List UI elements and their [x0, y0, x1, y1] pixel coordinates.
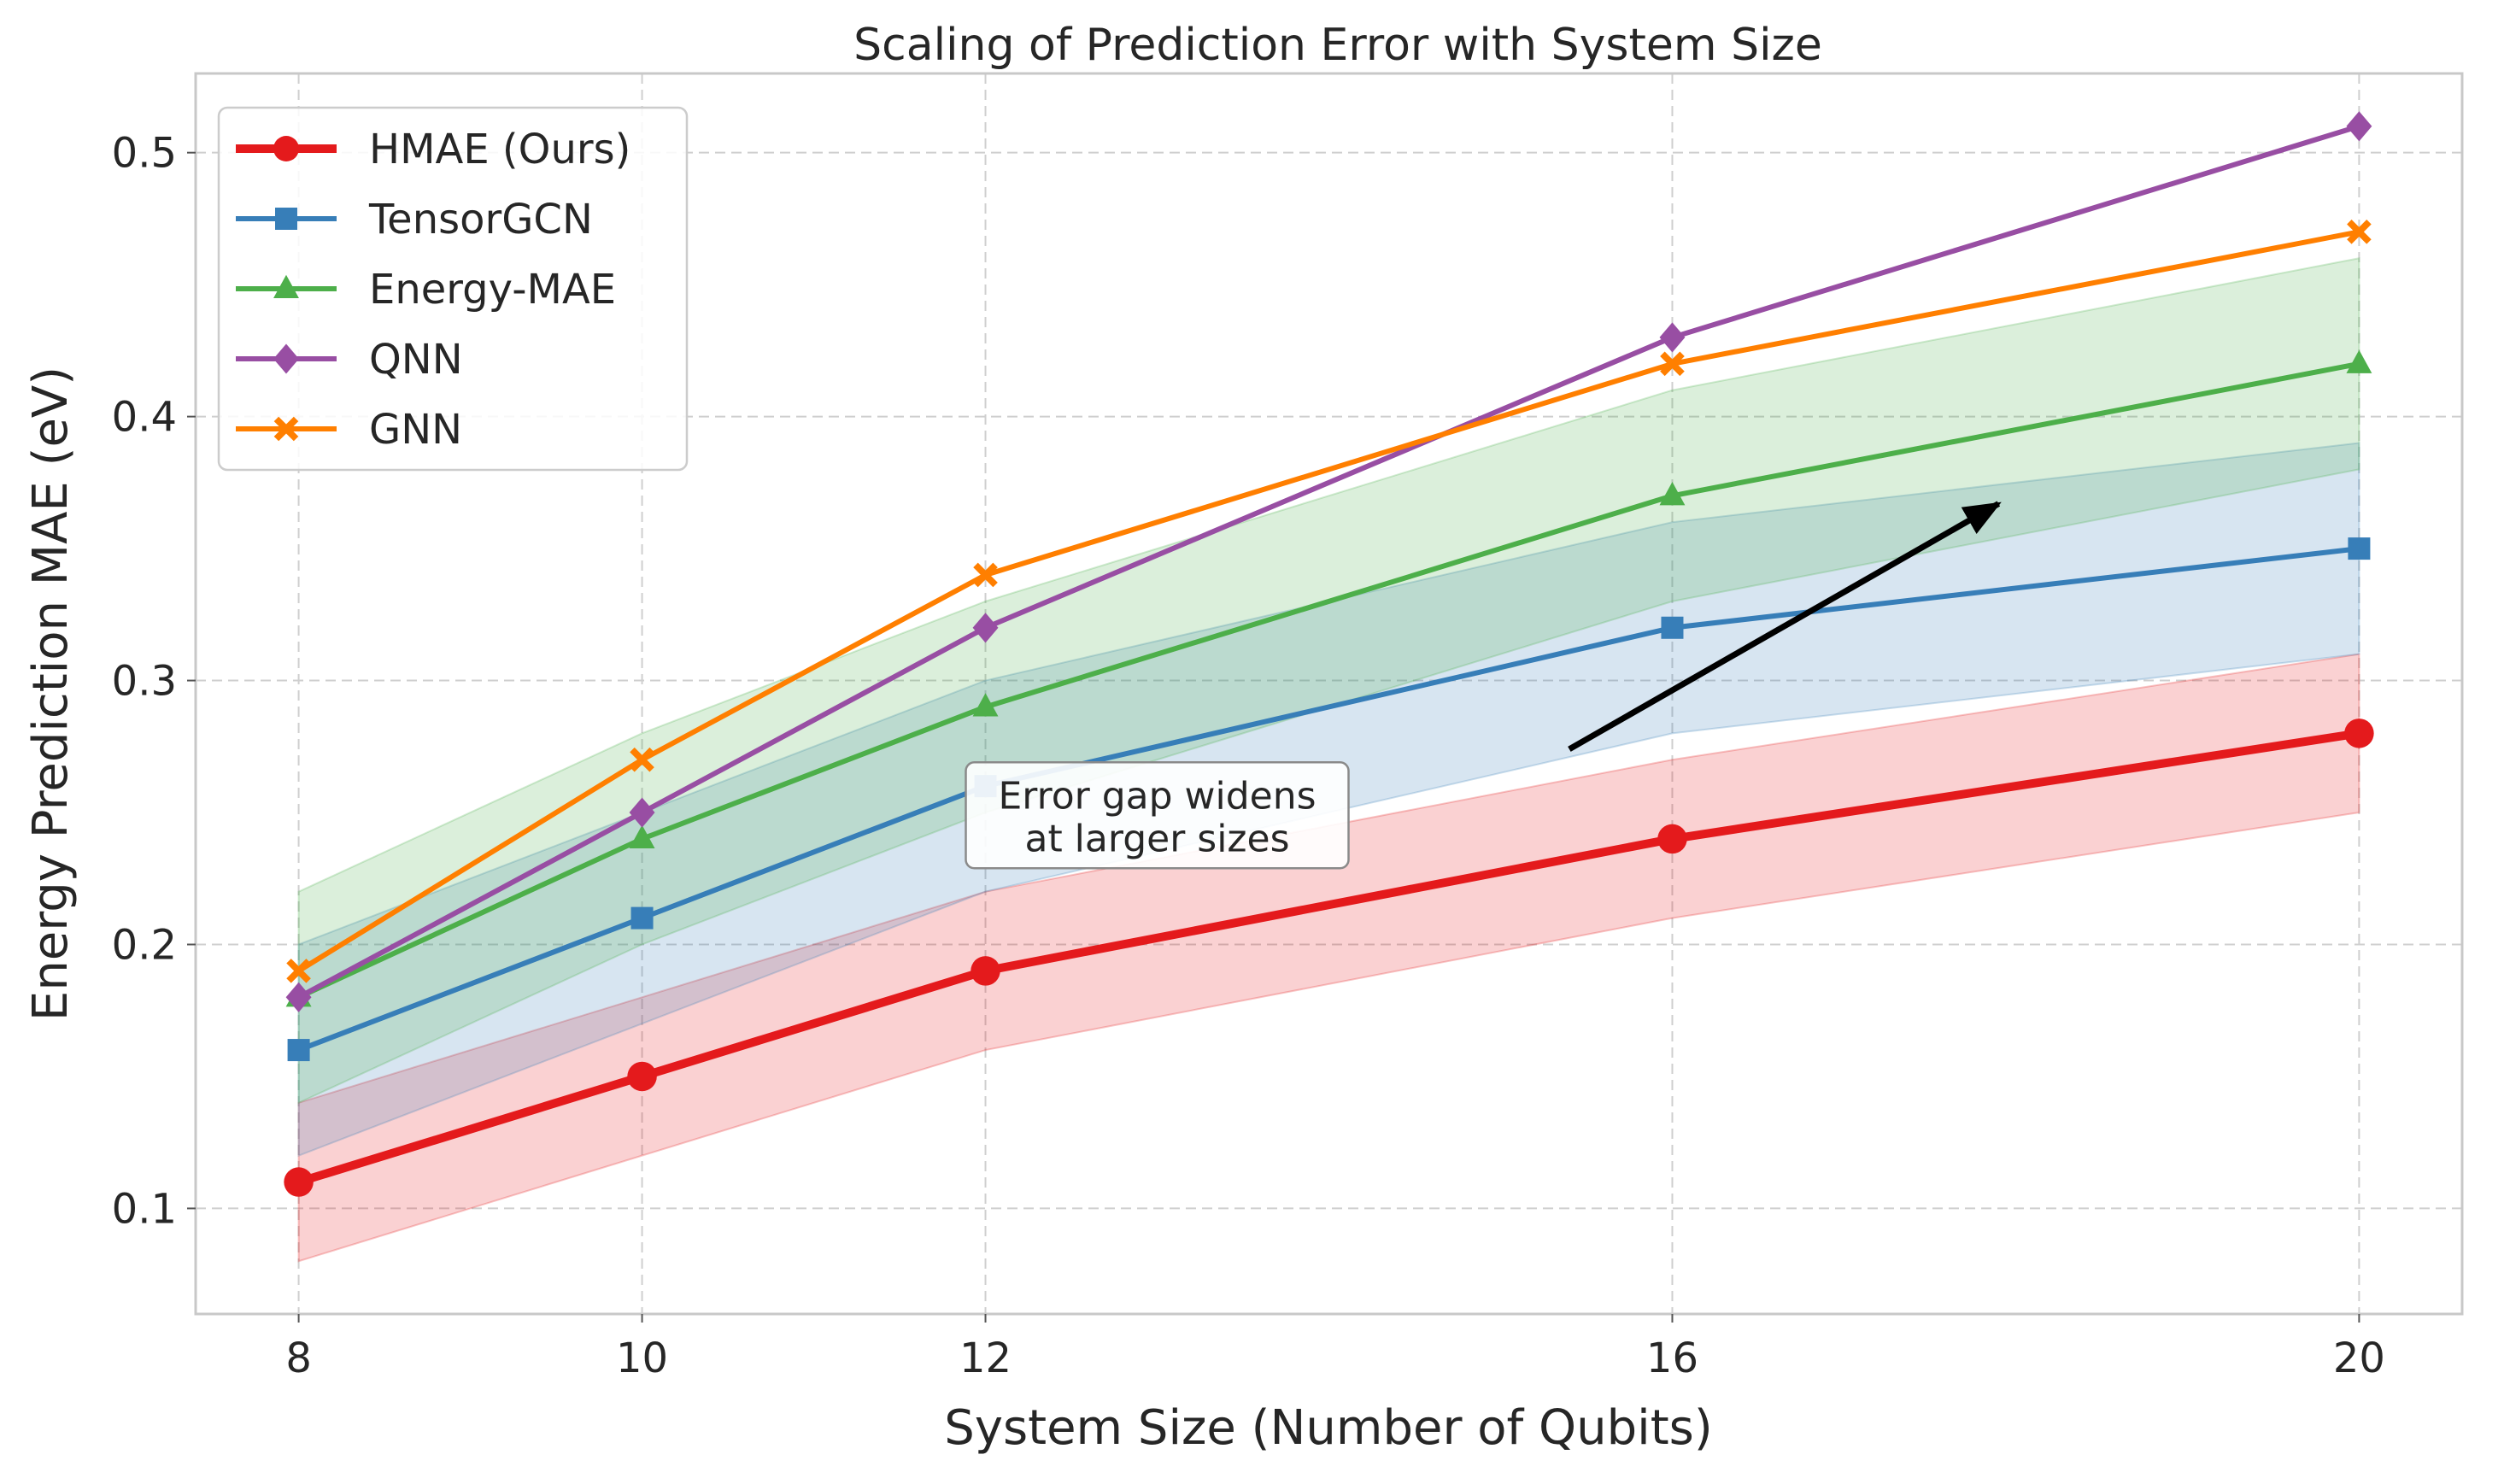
- x-tick-label: 16: [1646, 1334, 1698, 1382]
- legend-marker-gnn: [273, 416, 299, 442]
- y-tick-label: 0.5: [112, 130, 177, 178]
- band-hmae-ours: [297, 653, 2360, 1263]
- annotation-arrow: [1568, 501, 2002, 752]
- legend-marker-energy-mae: [273, 274, 299, 299]
- data-point-qnn: [972, 613, 999, 643]
- y-tick-label: 0.4: [112, 394, 177, 442]
- annotation-text: Error gap widens: [998, 774, 1316, 818]
- y-axis-label: Energy Prediction MAE (eV): [23, 367, 79, 1021]
- legend-marker-qnn: [273, 343, 299, 374]
- x-tick-label: 10: [616, 1334, 668, 1382]
- data-point-hmae-ours: [2344, 719, 2374, 748]
- data-point-energy-mae: [972, 693, 999, 717]
- data-point-tensorgcn: [2348, 537, 2371, 560]
- legend-label-tensorgcn: TensorGCN: [368, 196, 593, 243]
- y-tick-label: 0.3: [112, 658, 177, 706]
- data-point-hmae-ours: [284, 1167, 314, 1197]
- legend-label-hmae-ours: HMAE (Ours): [369, 126, 630, 173]
- legend-label-energy-mae: Energy-MAE: [369, 266, 616, 314]
- data-point-gnn: [973, 562, 998, 588]
- x-tick-label: 8: [285, 1334, 312, 1382]
- data-point-hmae-ours: [971, 956, 1000, 986]
- data-point-qnn: [285, 982, 312, 1012]
- data-point-qnn: [1659, 322, 1686, 353]
- legend-marker-tensorgcn: [275, 208, 297, 230]
- legend-box: [217, 106, 689, 472]
- line-layer: [284, 111, 2374, 1197]
- y-tick-label: 0.1: [112, 1185, 177, 1233]
- y-tick-label: 0.2: [112, 921, 177, 969]
- data-point-energy-mae: [1659, 482, 1686, 506]
- legend-label-gnn: GNN: [369, 406, 462, 454]
- x-tick-label: 12: [959, 1334, 1012, 1382]
- data-point-hmae-ours: [1657, 824, 1687, 854]
- data-point-qnn: [2346, 111, 2372, 142]
- data-point-tensorgcn: [287, 1039, 310, 1062]
- plot-frame: [194, 72, 2464, 1316]
- data-point-hmae-ours: [627, 1061, 657, 1092]
- x-tick-label: 20: [2333, 1334, 2385, 1382]
- data-point-tensorgcn: [630, 906, 654, 930]
- data-point-gnn: [1660, 351, 1685, 377]
- annotation-text: at larger sizes: [1024, 817, 1289, 860]
- legend-label-qnn: QNN: [369, 336, 463, 384]
- data-point-gnn: [286, 959, 311, 983]
- legend-marker-hmae-ours: [273, 136, 299, 161]
- data-point-tensorgcn: [1661, 616, 1684, 639]
- legend: HMAE (Ours) TensorGCN Energy-MAE QNN GNN: [217, 106, 689, 472]
- data-point-energy-mae: [629, 824, 655, 848]
- data-point-gnn: [630, 747, 654, 772]
- chart-title: Scaling of Prediction Error with System …: [853, 20, 1822, 71]
- data-point-qnn: [629, 797, 655, 828]
- annotation-box: [965, 761, 1350, 870]
- data-point-energy-mae: [2346, 349, 2372, 373]
- band-energy-mae: [297, 257, 2360, 1105]
- axis-layer: 8 10 12 16 20 0.1 0.2 0.3 0.4 0.5: [112, 130, 2385, 1382]
- data-point-gnn: [2347, 220, 2372, 244]
- x-axis-label: System Size (Number of Qubits): [944, 1400, 1712, 1456]
